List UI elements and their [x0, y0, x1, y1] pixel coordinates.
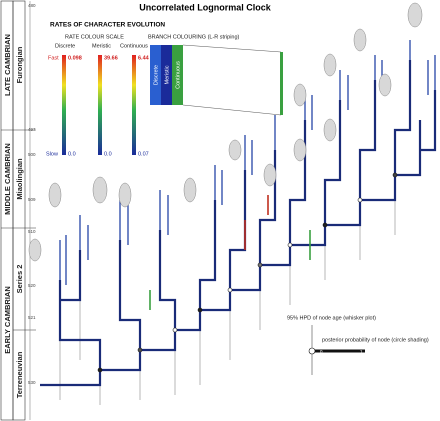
stripe-label: Discrete — [153, 65, 159, 85]
era-label: LATE CAMBRIAN — [3, 34, 12, 96]
branch-colouring-title: BRANCH COLOURING (L-R striping) — [148, 34, 240, 40]
fast-label: Fast — [48, 55, 59, 61]
age-label: 480 — [28, 3, 36, 8]
age-label: 510 — [28, 229, 36, 234]
highlight-branch — [280, 52, 283, 115]
stripe — [161, 45, 172, 105]
title: Uncorrelated Lognormal Clock — [139, 2, 272, 12]
trunk — [40, 120, 422, 387]
age-label: 521 — [28, 315, 36, 320]
fast-branch — [244, 195, 269, 250]
epoch-label: Miaolingian — [15, 158, 24, 200]
stripe — [172, 45, 183, 105]
scale-max: 39.66 — [104, 55, 118, 61]
node-circles — [97, 172, 398, 373]
posterior-label: posterior probability of node (circle sh… — [322, 337, 429, 343]
era-label: MIDDLE CAMBRIAN — [3, 143, 12, 215]
stripe-label: Meristic — [164, 65, 170, 84]
scale-max: 6.44 — [138, 55, 150, 61]
epoch-label: Series 2 — [15, 265, 24, 294]
epoch-label: Terreneuvian — [15, 351, 24, 398]
stripe-label: Continuous — [175, 61, 181, 89]
age-label: 500 — [28, 152, 36, 157]
tree — [28, 2, 437, 405]
moderate-branch — [149, 230, 311, 310]
legend-title: RATES OF CHARACTER EVOLUTION — [50, 22, 165, 29]
branches — [58, 60, 437, 370]
slow-label: Slow — [46, 151, 58, 157]
rate-bar — [132, 55, 136, 155]
scale-min: 0.0 — [68, 151, 76, 157]
key-min: 0 — [320, 349, 323, 354]
trilobite-icons — [28, 2, 423, 262]
hpd-label: 95% HPD of node age (whisker plot) — [287, 315, 376, 321]
age-label: 497 — [28, 127, 36, 132]
scale-min: 0.0 — [104, 151, 112, 157]
age-label: 520 — [28, 283, 36, 288]
rate-bar — [98, 55, 102, 155]
age-label: 509 — [28, 197, 36, 202]
tips — [59, 40, 436, 285]
column-name: Discrete — [55, 43, 75, 49]
timescale — [0, 0, 36, 421]
scale-max: 0.098 — [68, 55, 82, 61]
age-label: 530 — [28, 380, 36, 385]
scale-min: 0.07 — [138, 151, 149, 157]
era-label: EARLY CAMBRIAN — [3, 286, 12, 354]
callout — [182, 44, 282, 116]
column-name: Meristic — [92, 43, 111, 49]
key-max: 1 — [360, 349, 363, 354]
rate-bar — [62, 55, 66, 155]
key-circle — [308, 347, 316, 355]
column-name: Continuous — [120, 43, 148, 49]
rate-scale-title: RATE COLOUR SCALE — [65, 34, 124, 40]
epoch-label: Furongian — [15, 46, 24, 83]
epoch-column — [12, 0, 26, 421]
stripe — [150, 45, 161, 105]
